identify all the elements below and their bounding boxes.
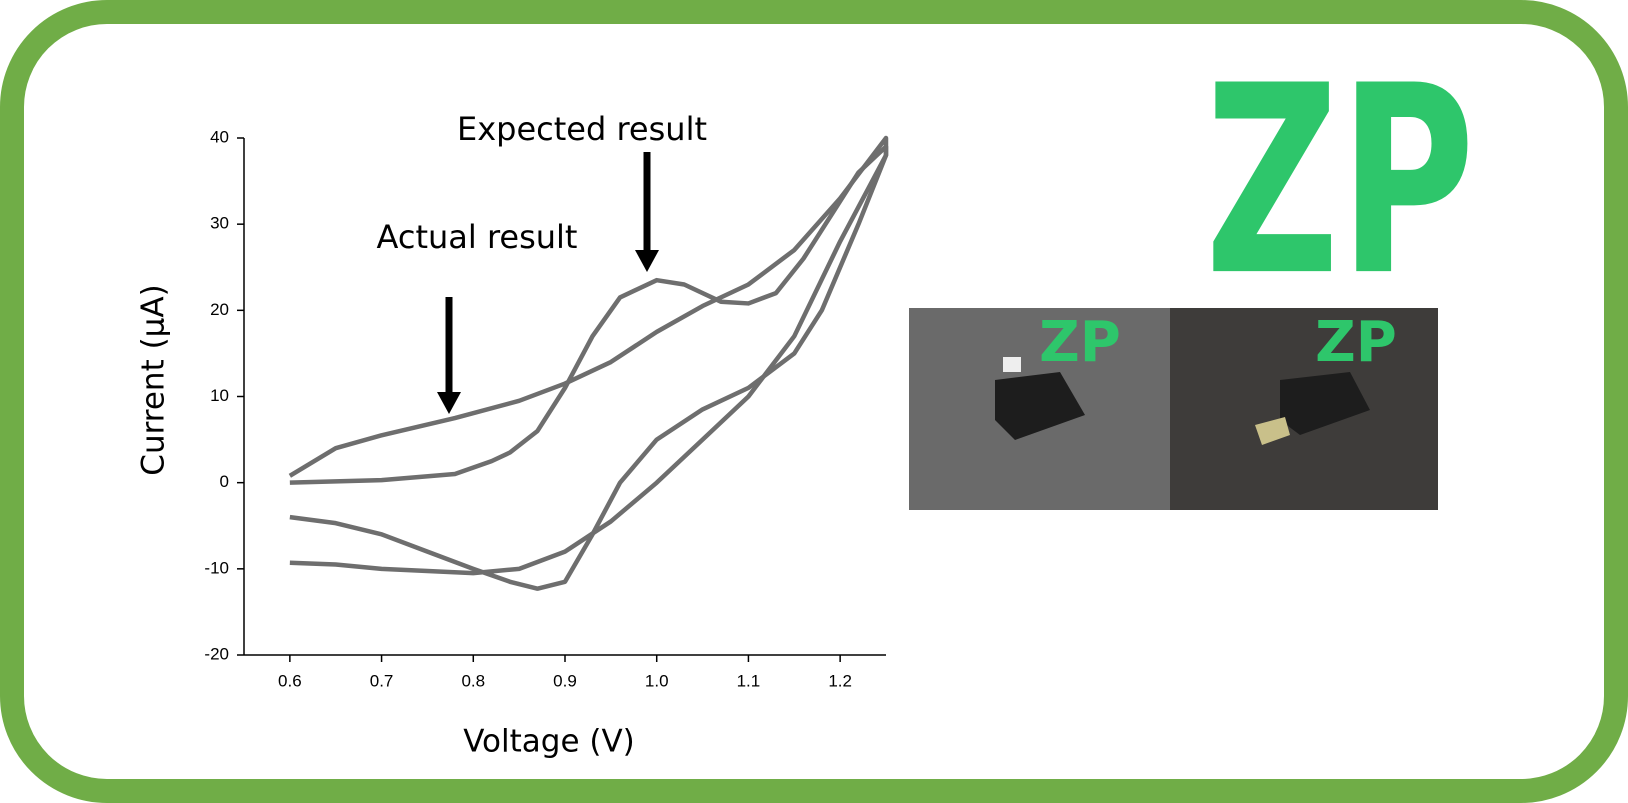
y-axis-label: Current (μA) <box>136 284 172 475</box>
annotation: Expected result <box>457 110 707 148</box>
y-tick-label: 30 <box>210 214 229 233</box>
photo-logo: ZP <box>1039 310 1121 375</box>
photo-logo: ZP <box>1315 310 1397 375</box>
x-axis-label: Voltage (V) <box>463 724 635 760</box>
y-tick-label: 0 <box>220 472 229 491</box>
y-tick-label: 10 <box>210 386 229 405</box>
x-tick-label: 0.8 <box>461 671 485 690</box>
y-tick-label: -20 <box>204 644 229 663</box>
x-tick-label: 1.0 <box>645 671 669 690</box>
x-tick-label: 1.1 <box>737 671 761 690</box>
annotation: Actual result <box>377 218 578 256</box>
x-tick-label: 0.7 <box>370 671 394 690</box>
photos: ZP ZP <box>909 308 1438 510</box>
y-tick-label: 20 <box>210 300 229 319</box>
logo: ZP <box>1205 31 1475 333</box>
arrows <box>437 152 659 414</box>
x-tick-label: 0.6 <box>278 671 302 690</box>
y-tick-label: -10 <box>204 558 229 577</box>
x-tick-label: 1.2 <box>828 671 852 690</box>
y-tick-label: 40 <box>210 127 229 146</box>
x-tick-label: 0.9 <box>553 671 577 690</box>
cv-curve <box>289 144 889 591</box>
